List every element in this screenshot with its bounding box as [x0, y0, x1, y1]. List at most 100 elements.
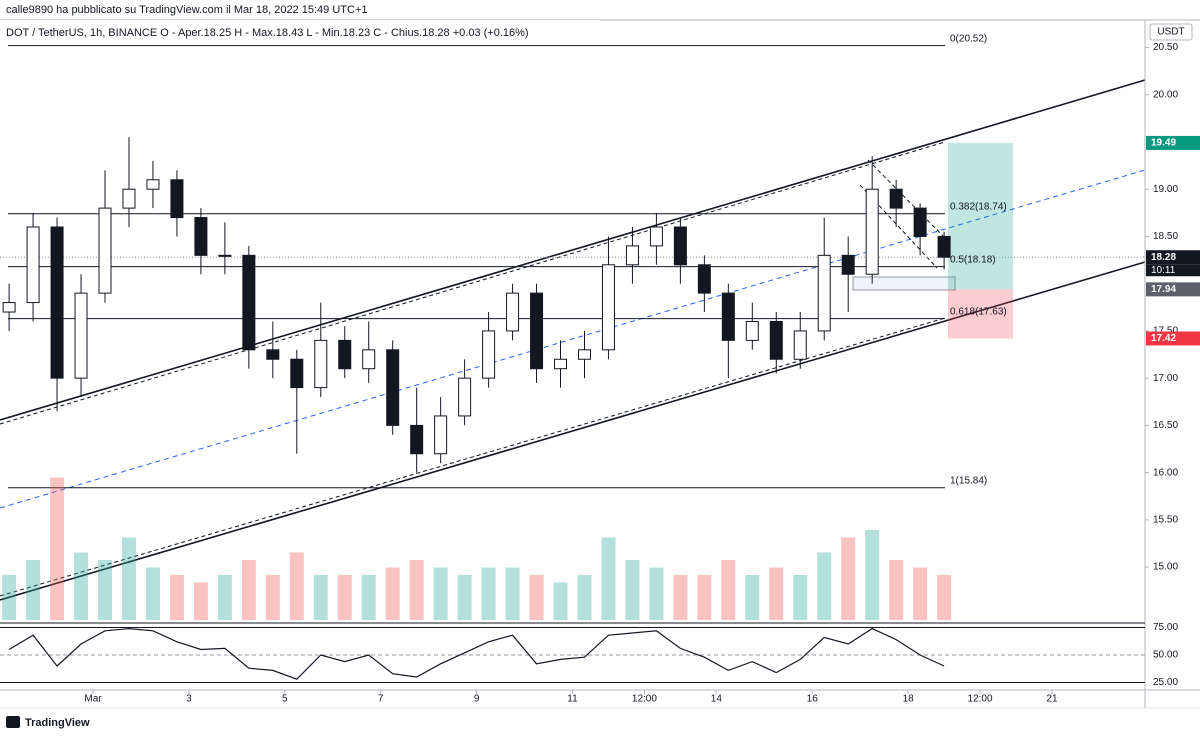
candle-body	[793, 330, 807, 360]
volume-bar	[649, 567, 664, 620]
price-tag-label: 17.94	[1151, 284, 1176, 295]
legend-bg	[0, 20, 600, 44]
channel-upper-dashed	[0, 141, 946, 425]
chart-title: DOT / TetherUS, 1h, BINANCE O - Aper.18.…	[6, 27, 529, 39]
x-tick-label: 12:00	[632, 694, 657, 705]
x-tick-label: 12:00	[968, 694, 993, 705]
candle-body	[601, 264, 615, 351]
candle-body	[577, 349, 591, 360]
flag-top	[867, 159, 946, 239]
price-tag	[1146, 282, 1200, 297]
y-tick-label: 16.00	[1153, 467, 1178, 478]
drawings	[0, 45, 1146, 601]
candle-body	[194, 217, 208, 256]
candle-body	[74, 292, 88, 379]
countdown: 10:11	[1151, 265, 1176, 276]
candle-body	[625, 245, 639, 266]
price-tag	[1146, 135, 1200, 150]
volume-bar	[74, 552, 89, 620]
x-tick-label: 9	[474, 694, 480, 705]
rsi-tick-label: 50.00	[1153, 650, 1178, 661]
candle-body	[697, 264, 711, 294]
volume-bar	[625, 560, 640, 620]
candle-body	[649, 226, 663, 247]
y-tick-label: 15.50	[1153, 515, 1178, 526]
volume-bar	[169, 575, 184, 620]
volume-bar	[361, 575, 376, 620]
author-line: calle9890 ha pubblicato su TradingView.c…	[6, 4, 368, 16]
candle-body	[482, 330, 496, 379]
channel-mid	[0, 169, 1146, 509]
candle-body	[889, 188, 903, 209]
brand-logo	[6, 716, 20, 728]
top-bar	[0, 0, 1200, 20]
candle-body	[386, 349, 400, 426]
volume-bar	[913, 567, 928, 620]
volume-bar	[841, 537, 856, 620]
volume-bar	[457, 575, 472, 620]
volume-bar	[937, 575, 952, 620]
fib-label: 1(15.84)	[950, 475, 987, 486]
candle-body	[745, 320, 759, 341]
price-tag-label: 18.28	[1151, 252, 1176, 263]
candle-body	[458, 377, 472, 417]
channel-lower-dashed	[0, 317, 946, 597]
candle-body	[2, 302, 16, 313]
x-tick-label: 5	[282, 694, 288, 705]
y-tick-label: 20.00	[1153, 89, 1178, 100]
countdown-bg	[1146, 264, 1200, 277]
volume-bar	[505, 567, 520, 620]
x-tick-label: 14	[711, 694, 723, 705]
candle-body	[410, 424, 424, 455]
candle-body	[146, 179, 160, 190]
zone	[852, 276, 956, 291]
y-tick-label: 19.00	[1153, 184, 1178, 195]
volume-bar	[337, 575, 352, 620]
candle-body	[841, 254, 855, 275]
candle-body	[266, 349, 280, 360]
candle-body	[314, 339, 328, 389]
stop-zone	[948, 289, 1013, 339]
candle-body	[769, 320, 783, 360]
candle-body	[434, 415, 448, 455]
x-tick-label: 21	[1046, 694, 1058, 705]
volume-bar	[289, 552, 304, 620]
volume-bar	[385, 567, 400, 620]
channel-lower	[0, 261, 1146, 601]
fib-label: 0.618(17.63)	[950, 306, 1007, 317]
candle-body	[122, 188, 136, 209]
volume-bar	[313, 575, 328, 620]
candle-body	[865, 188, 879, 275]
y-tick-label: 18.50	[1153, 231, 1178, 242]
candle-body	[242, 254, 256, 351]
price-tag	[1146, 331, 1200, 346]
rsi-line	[8, 627, 945, 680]
x-tick-label: 3	[186, 694, 192, 705]
volume-bar	[241, 560, 256, 620]
x-tick-label: 11	[567, 694, 578, 705]
volume-bar	[265, 575, 280, 620]
candle-body	[170, 179, 184, 219]
candle-body	[98, 207, 112, 294]
fib-label: 0.382(18.74)	[950, 201, 1007, 212]
y-tick-label: 17.50	[1153, 326, 1178, 337]
volume-bar	[50, 477, 65, 620]
fib-label: 0(20.52)	[950, 33, 987, 44]
volume-bar	[793, 575, 808, 620]
currency-box	[1149, 23, 1193, 41]
volume-bar	[865, 530, 880, 620]
volume-bar	[121, 537, 136, 620]
candle-body	[817, 254, 831, 332]
volume-bar	[889, 560, 904, 620]
volume-bar	[529, 575, 544, 620]
target-zone	[948, 142, 1013, 290]
channel-upper	[0, 79, 1146, 421]
volume-bar	[553, 582, 568, 620]
volume-bar	[193, 582, 208, 620]
candle-body	[554, 358, 568, 370]
volume-bar	[433, 567, 448, 620]
currency: USDT	[1157, 27, 1184, 38]
rsi-tick-label: 25.00	[1153, 677, 1178, 688]
y-tick-label: 16.50	[1153, 420, 1178, 431]
volume-bar	[217, 575, 232, 620]
